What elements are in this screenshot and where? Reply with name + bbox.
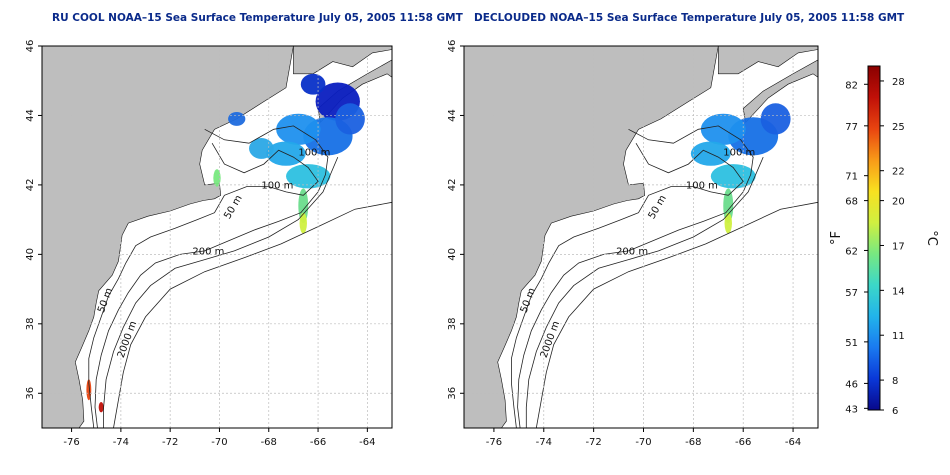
colorbar-fahrenheit-tick: 43 [845, 404, 858, 415]
sst-patch [213, 169, 221, 187]
isobath-2000m [103, 156, 339, 428]
x-tick-label: -76 [486, 437, 502, 448]
colorbar-celsius-tick: 17 [892, 241, 905, 252]
sst-patch [249, 138, 274, 159]
colorbar-gradient [867, 65, 881, 411]
fahrenheit-unit-label: °F [829, 231, 844, 245]
contour-label: 100 m [298, 147, 330, 158]
x-tick-label: -70 [211, 437, 227, 448]
isobath-200m [94, 125, 329, 428]
map-title-left: RU COOL NOAA–15 Sea Surface Temperature … [52, 12, 463, 24]
map-title-right: DECLOUDED NOAA–15 Sea Surface Temperatur… [474, 12, 905, 24]
x-tick-label: -64 [359, 437, 375, 448]
x-tick-label: -72 [162, 437, 178, 448]
sst-patch [300, 73, 326, 95]
x-tick-label: -74 [536, 437, 552, 448]
contour-label: 100 m [686, 180, 718, 191]
y-tick-label: 40 [447, 248, 458, 261]
sst-patch [760, 103, 791, 135]
sst-patch [98, 401, 104, 413]
colorbar-fahrenheit-tick: 51 [845, 338, 858, 349]
sst-patch [298, 188, 309, 224]
y-tick-label: 42 [447, 179, 458, 192]
contour-label: 100 m [261, 180, 293, 191]
colorbar-fahrenheit-tick: 46 [845, 379, 858, 390]
x-tick-label: -70 [635, 437, 651, 448]
contour-label: 200 m [616, 246, 648, 257]
colorbar-celsius-tick: 28 [892, 77, 905, 88]
contour-label: 200 m [192, 246, 224, 257]
y-tick-label: 44 [447, 109, 458, 122]
x-tick-label: -72 [585, 437, 601, 448]
celsius-unit-label: °C [924, 230, 939, 246]
y-tick-label: 46 [447, 40, 458, 53]
x-tick-label: -64 [785, 437, 801, 448]
colorbar-fahrenheit-tick: 62 [845, 246, 858, 257]
colorbar-fahrenheit-tick: 77 [845, 122, 858, 133]
x-tick-label: -66 [310, 437, 326, 448]
sst-patch [335, 103, 365, 135]
y-tick-label: 38 [447, 317, 458, 330]
y-tick-label: 40 [25, 248, 36, 261]
map-frame [41, 45, 393, 429]
sst-patch [299, 212, 307, 234]
sst-patch [710, 164, 756, 189]
sst-patch [723, 188, 734, 224]
land-mass [464, 46, 818, 428]
colorbar-fahrenheit-tick: 57 [845, 288, 858, 299]
colorbar-fahrenheit-tick: 71 [845, 172, 858, 183]
y-tick-label: 42 [25, 179, 36, 192]
y-tick-label: 44 [25, 109, 36, 122]
x-tick-label: -74 [113, 437, 129, 448]
y-tick-label: 46 [25, 40, 36, 53]
sst-patch [228, 111, 246, 126]
map-frame [463, 45, 819, 429]
colorbar-celsius-tick: 6 [892, 406, 898, 417]
contour-label: 100 m [723, 147, 755, 158]
colorbar-celsius-tick: 14 [892, 286, 905, 297]
colorbar-celsius-tick: 20 [892, 197, 905, 208]
colorbar-celsius-tick: 8 [892, 376, 898, 387]
sst-patch [724, 212, 732, 234]
colorbar-celsius-tick: 11 [892, 331, 905, 342]
isobath-4000m [535, 201, 818, 428]
colorbar-fahrenheit-tick: 82 [845, 80, 858, 91]
land-mass [42, 46, 392, 428]
colorbar-celsius-tick: 22 [892, 167, 905, 178]
sst-patch [286, 164, 331, 189]
isobath-2000m [525, 156, 764, 428]
colorbar-fahrenheit-tick: 68 [845, 197, 858, 208]
isobath-100m [88, 142, 319, 428]
colorbar-celsius-tick: 25 [892, 122, 905, 133]
x-tick-label: -68 [685, 437, 701, 448]
isobath-100m [510, 142, 744, 428]
y-tick-label: 36 [447, 387, 458, 400]
y-tick-label: 36 [25, 387, 36, 400]
x-tick-label: -66 [735, 437, 751, 448]
y-tick-label: 38 [25, 317, 36, 330]
x-tick-label: -68 [261, 437, 277, 448]
isobath-200m [517, 125, 754, 428]
isobath-4000m [113, 201, 392, 428]
x-tick-label: -76 [63, 437, 79, 448]
